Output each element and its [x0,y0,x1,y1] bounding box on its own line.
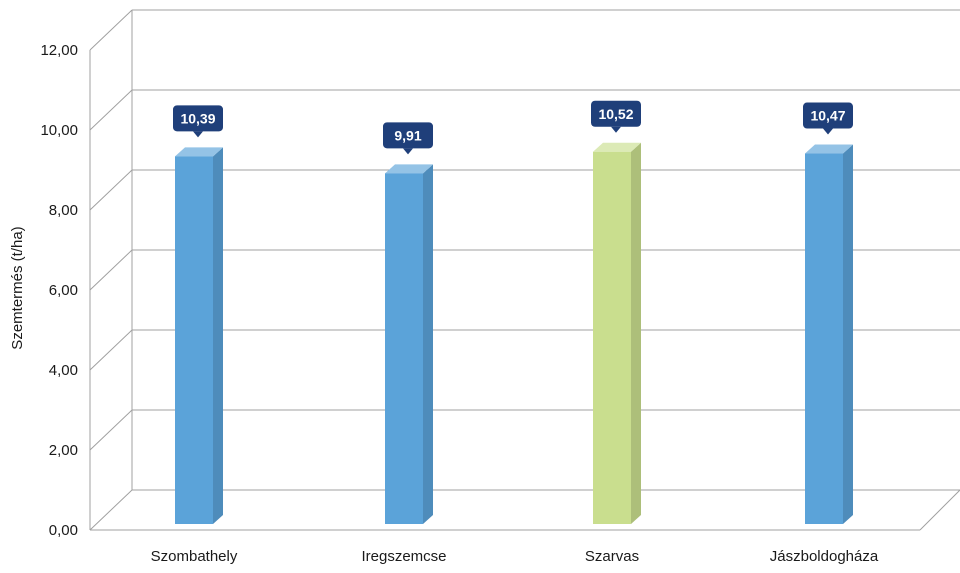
x-category-label: Szarvas [585,548,639,565]
value-label: 9,91 [383,122,433,155]
value-label-text: 10,52 [598,106,633,122]
bar-front [385,173,423,525]
y-axis-ticks: 0,00 2,00 4,00 6,00 8,00 10,00 12,00 [40,42,78,539]
gridline-depth [89,89,133,131]
bar [385,164,433,525]
value-label-text: 10,47 [810,108,845,124]
gridline-depth [89,409,133,451]
value-label-text: 9,91 [394,127,421,143]
y-tick-label: 4,00 [49,362,78,379]
gridline-depth [89,329,133,371]
value-label-box [803,102,853,129]
y-tick-label: 0,00 [49,522,78,539]
y-tick-label: 2,00 [49,442,78,459]
bars [175,142,853,525]
value-labels: 10,39 9,91 10,52 10,47 [173,100,853,155]
value-label: 10,52 [591,100,641,133]
bar-front [805,153,843,524]
x-category-label: Szombathely [151,548,238,565]
value-label-box [173,105,223,132]
x-category-label: Iregszemcse [361,548,446,565]
bar-top [593,142,641,152]
bar-side [213,147,223,524]
grid [89,9,960,531]
bar-side [631,142,641,524]
gridline-depth [89,9,133,51]
bar-front [175,156,213,524]
bar-front [593,151,631,524]
x-axis-categories: Szombathely Iregszemcse Szarvas Jászboldogh… [151,548,879,565]
y-axis-title: Szemtermés (t/ha) [9,226,26,349]
value-label-box [591,100,641,127]
x-category-label: Jászboldogháza [770,548,879,565]
gridline-depth [89,489,133,531]
y-tick-label: 10,00 [40,122,78,139]
bar-top [805,144,853,154]
y-tick-label: 12,00 [40,42,78,59]
value-label: 10,39 [173,105,223,138]
bar-top [175,147,223,157]
bar-side [843,144,853,524]
gridline-depth [89,169,133,211]
y-tick-label: 8,00 [49,202,78,219]
value-label: 10,47 [803,102,853,135]
value-label-pointer [611,126,621,133]
bar [175,147,223,524]
value-label-pointer [403,148,413,155]
value-label-text: 10,39 [180,110,215,126]
value-label-pointer [823,128,833,135]
floor-depth-edge [919,489,960,531]
y-tick-label: 6,00 [49,282,78,299]
bar [805,144,853,524]
bar [593,142,641,524]
gridline-depth [89,249,133,291]
value-label-box [383,122,433,149]
value-label-pointer [193,131,203,138]
bar-top [385,164,433,174]
bar-side [423,164,433,525]
